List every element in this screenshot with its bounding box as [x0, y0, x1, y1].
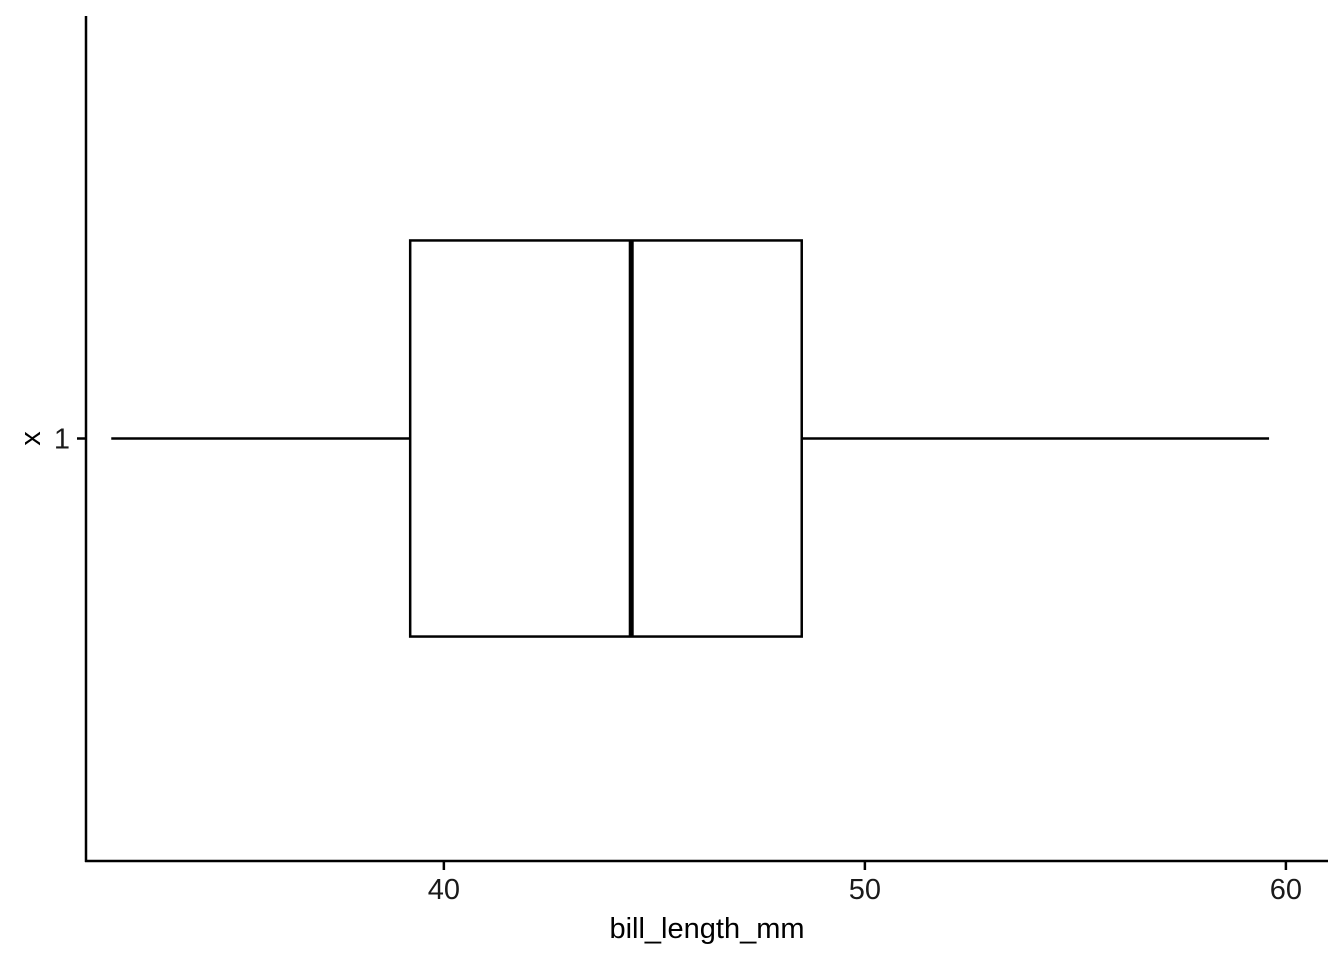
y-axis-ticks: 1 [54, 424, 86, 456]
y-tick-label: 1 [54, 424, 70, 456]
box-iqr [408, 239, 803, 638]
plot-marks [111, 239, 1270, 638]
x-axis-title: bill_length_mm [609, 913, 804, 945]
x-tick-label: 40 [428, 874, 460, 906]
x-axis-ticks: 40 50 60 [428, 861, 1302, 906]
y-axis-title: x [15, 431, 47, 446]
x-tick-label: 50 [849, 874, 881, 906]
x-tick-label: 60 [1270, 874, 1302, 906]
